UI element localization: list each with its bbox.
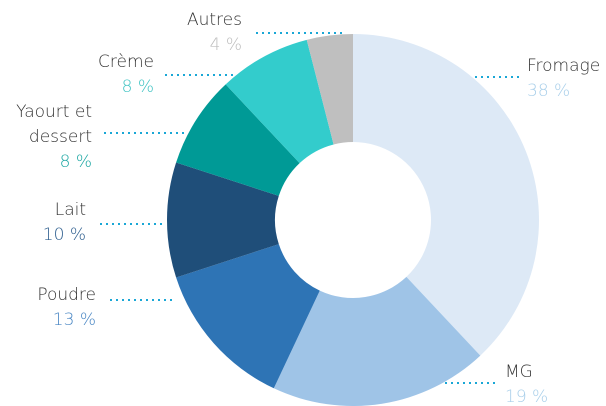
category-name: Crème <box>98 52 154 72</box>
value-label: 13 % <box>52 310 96 330</box>
category-name: Poudre <box>37 285 96 305</box>
donut-segment <box>176 244 320 389</box>
category-name: Yaourt et dessert <box>16 102 92 147</box>
value-label: 8 % <box>121 77 154 97</box>
segment-label: Poudre 13 % <box>37 283 96 333</box>
donut-segment <box>273 276 481 406</box>
category-name: Autres <box>186 10 242 30</box>
value-label: 10 % <box>42 225 86 245</box>
segment-label: Autres 4 % <box>187 8 242 58</box>
donut-segment <box>306 34 353 145</box>
donut-segment <box>353 34 539 356</box>
segment-label: Fromage 38 % <box>527 54 600 104</box>
donut-segment <box>166 162 279 278</box>
segment-label: MG 19 % <box>505 360 548 406</box>
donut-segment <box>225 39 334 164</box>
value-label: 19 % <box>505 387 549 406</box>
segment-label: Lait 10 % <box>43 198 86 248</box>
category-name: Lait <box>54 200 86 220</box>
segment-label: Yaourt et dessert 8 % <box>0 100 92 175</box>
value-label: 38 % <box>527 81 571 101</box>
value-label: 4 % <box>209 35 242 55</box>
category-name: MG <box>505 362 533 382</box>
value-label: 8 % <box>59 152 92 172</box>
category-name: Fromage <box>527 56 601 76</box>
donut-segment <box>176 84 300 196</box>
segment-label: Crème 8 % <box>98 50 154 100</box>
